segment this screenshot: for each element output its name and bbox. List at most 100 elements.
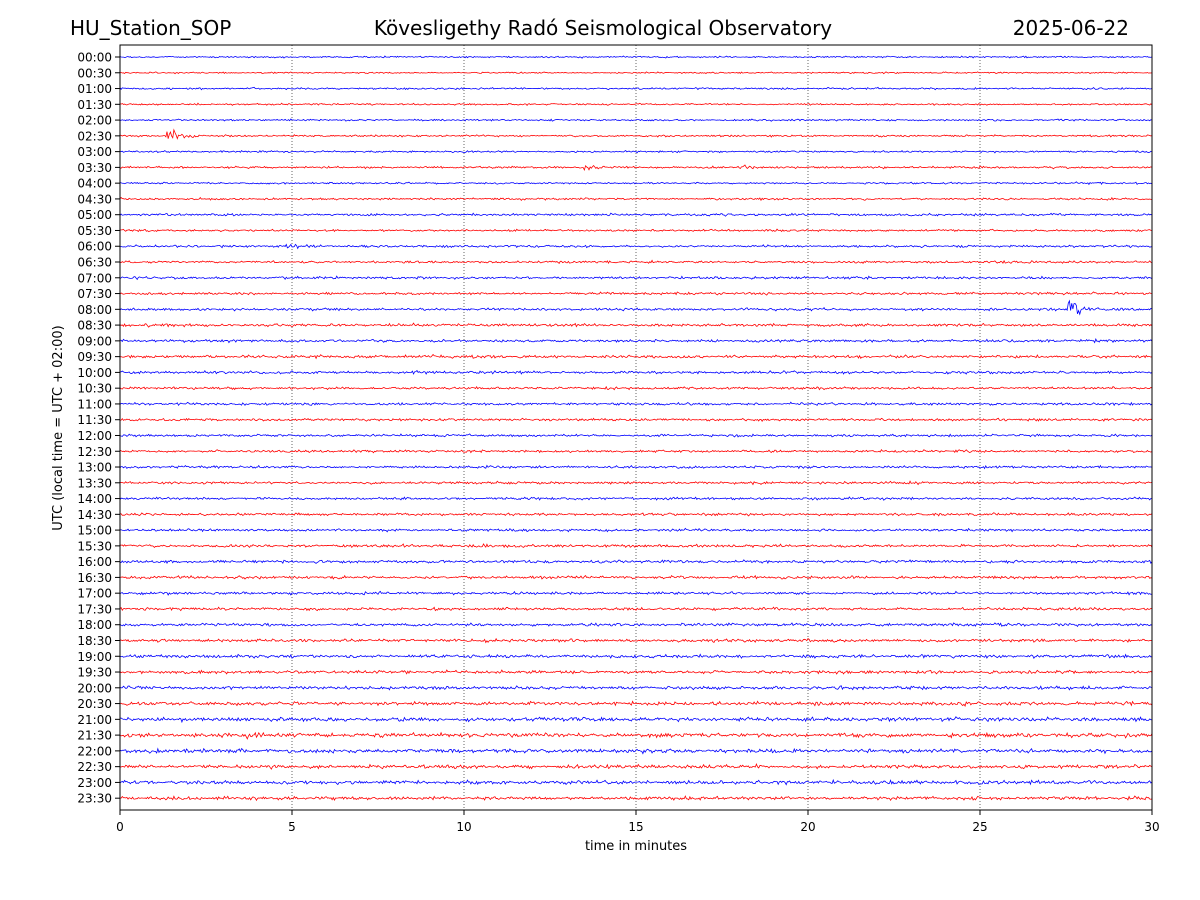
trace-1630 — [119, 574, 1153, 580]
y-tick-label: 06:30 — [77, 256, 112, 270]
trace-1000 — [119, 369, 1153, 375]
trace-1600 — [119, 559, 1153, 565]
trace-0900 — [119, 338, 1153, 344]
y-tick-label: 19:30 — [77, 666, 112, 680]
y-tick-label: 06:00 — [77, 240, 112, 254]
trace-2300 — [119, 778, 1153, 786]
y-tick-label: 02:30 — [77, 129, 112, 143]
x-axis-label: time in minutes — [585, 839, 687, 854]
y-tick-label: 04:30 — [77, 192, 112, 206]
y-tick-label: 19:00 — [77, 650, 112, 664]
x-tick-label: 25 — [972, 820, 987, 834]
trace-1930 — [119, 669, 1153, 675]
y-tick-label: 21:00 — [77, 713, 112, 727]
trace-1700 — [119, 590, 1153, 596]
trace-2030 — [119, 700, 1153, 707]
y-tick-label: 14:00 — [77, 492, 112, 506]
y-tick-label: 21:30 — [77, 729, 112, 743]
y-tick-label: 20:30 — [77, 697, 112, 711]
trace-0330 — [119, 164, 1153, 172]
x-tick-label: 30 — [1144, 820, 1159, 834]
trace-1130 — [119, 417, 1153, 422]
y-tick-label: 11:00 — [77, 397, 112, 411]
trace-1530 — [119, 543, 1153, 549]
y-tick-label: 09:00 — [77, 334, 112, 348]
y-tick-label: 03:00 — [77, 145, 112, 159]
y-tick-label: 22:00 — [77, 744, 112, 758]
x-tick-label: 15 — [628, 820, 643, 834]
x-tick-label: 20 — [800, 820, 815, 834]
station-label: HU_Station_SOP — [70, 16, 231, 40]
y-tick-label: 03:30 — [77, 161, 112, 175]
trace-0230 — [119, 128, 1153, 140]
trace-2100 — [119, 716, 1153, 724]
trace-1400 — [119, 496, 1153, 501]
y-tick-label: 17:00 — [77, 587, 112, 601]
trace-2230 — [119, 762, 1153, 770]
y-tick-label: 23:30 — [77, 792, 112, 806]
y-tick-label: 13:30 — [77, 476, 112, 490]
trace-1500 — [119, 527, 1153, 533]
y-tick-label: 12:00 — [77, 429, 112, 443]
x-tick-label: 0 — [116, 820, 124, 834]
y-tick-label: 18:30 — [77, 634, 112, 648]
trace-2200 — [119, 747, 1153, 755]
trace-1730 — [119, 606, 1153, 612]
trace-0500 — [119, 212, 1153, 217]
chart-title: Kövesligethy Radó Seismological Observat… — [374, 16, 832, 40]
x-tick-label: 5 — [288, 820, 296, 834]
y-tick-label: 16:00 — [77, 555, 112, 569]
y-tick-label: 02:00 — [77, 114, 112, 128]
trace-0030 — [119, 71, 1153, 75]
trace-0300 — [119, 149, 1153, 154]
y-tick-label: 12:30 — [77, 445, 112, 459]
seismogram-traces — [119, 55, 1153, 802]
date-label: 2025-06-22 — [1013, 16, 1129, 40]
trace-0930 — [119, 353, 1153, 360]
y-tick-label: 18:00 — [77, 618, 112, 632]
trace-1800 — [119, 622, 1153, 628]
grid-lines — [291, 45, 981, 810]
y-tick-label: 01:00 — [77, 82, 112, 96]
trace-1830 — [119, 637, 1153, 644]
y-tick-label: 13:00 — [77, 461, 112, 475]
trace-0530 — [119, 228, 1153, 233]
trace-2330 — [119, 795, 1153, 802]
trace-1100 — [119, 401, 1153, 407]
trace-1300 — [119, 464, 1153, 470]
y-tick-label: 16:30 — [77, 571, 112, 585]
y-tick-label: 22:30 — [77, 760, 112, 774]
trace-0200 — [119, 118, 1153, 122]
trace-1330 — [119, 480, 1153, 486]
trace-0400 — [119, 181, 1153, 186]
x-tick-label: 10 — [456, 820, 471, 834]
y-tick-label: 20:00 — [77, 681, 112, 695]
trace-1900 — [119, 653, 1153, 659]
y-tick-label: 10:00 — [77, 366, 112, 380]
y-tick-label: 17:30 — [77, 602, 112, 616]
y-tick-label: 07:00 — [77, 271, 112, 285]
trace-2130 — [119, 731, 1153, 740]
y-tick-label: 15:30 — [77, 539, 112, 553]
trace-1430 — [119, 512, 1153, 517]
trace-0130 — [119, 102, 1153, 106]
y-tick-label: 11:30 — [77, 413, 112, 427]
y-tick-label: 23:00 — [77, 776, 112, 790]
trace-0600 — [119, 243, 1153, 250]
y-tick-label: 00:30 — [77, 66, 112, 80]
y-tick-label: 00:00 — [77, 51, 112, 65]
trace-0800 — [119, 299, 1153, 316]
y-tick-label: 15:00 — [77, 524, 112, 538]
trace-0730 — [119, 291, 1153, 296]
y-tick-label: 10:30 — [77, 382, 112, 396]
y-tick-label: 05:00 — [77, 208, 112, 222]
y-tick-label: 08:00 — [77, 303, 112, 317]
trace-0700 — [119, 275, 1153, 281]
y-tick-label: 14:30 — [77, 508, 112, 522]
y-tick-label: 08:30 — [77, 319, 112, 333]
trace-0000 — [119, 55, 1153, 59]
y-tick-label: 01:30 — [77, 98, 112, 112]
trace-2000 — [119, 685, 1153, 691]
